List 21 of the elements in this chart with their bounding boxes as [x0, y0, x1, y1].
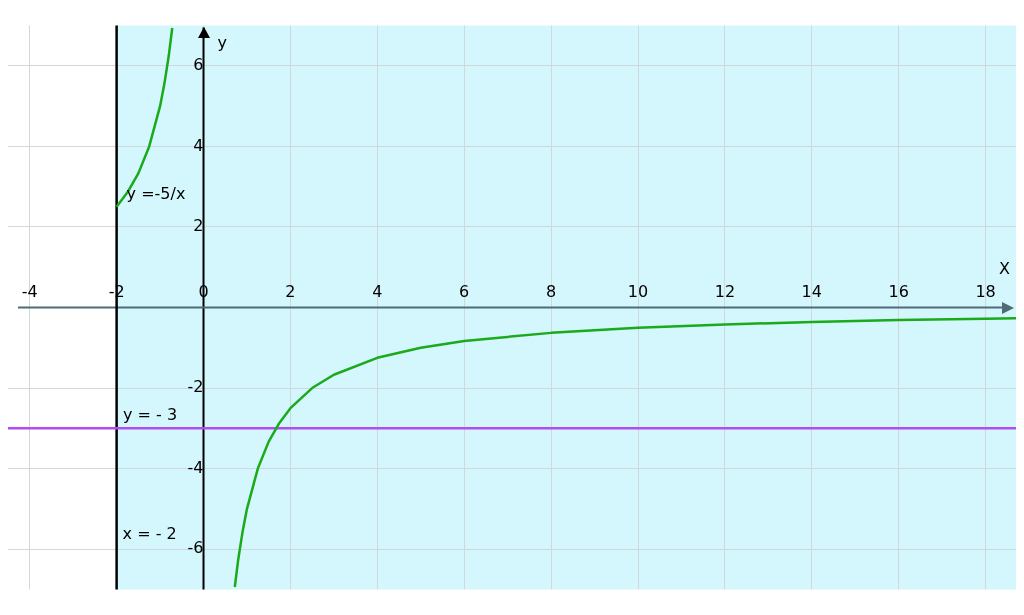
- annotation: y =-5/x: [126, 183, 186, 203]
- x-tick-label: 8: [546, 282, 557, 302]
- x-tick-label: 14: [801, 282, 822, 302]
- x-tick-label: 2: [285, 282, 296, 302]
- x-tick-label: 4: [372, 282, 383, 302]
- x-tick-label: 12: [714, 282, 736, 302]
- x-tick-label: 16: [888, 282, 909, 302]
- y-tick-label: -4: [187, 457, 204, 477]
- y-tick-label: 6: [193, 55, 204, 75]
- y-axis-title: y: [217, 32, 227, 52]
- x-tick-label: 18: [975, 282, 996, 302]
- x-tick-label: 10: [627, 282, 649, 302]
- x-axis-title: X: [999, 258, 1011, 278]
- ref-line-label: y = - 3: [123, 405, 178, 425]
- ref-line-label: x = - 2: [122, 524, 177, 544]
- x-tick-label: -4: [21, 282, 38, 302]
- y-tick-label: 2: [193, 216, 204, 236]
- y-tick-label: -2: [187, 377, 204, 397]
- y-tick-label: -6: [187, 538, 204, 558]
- x-tick-label: 6: [459, 282, 470, 302]
- y-tick-label: 4: [193, 135, 204, 155]
